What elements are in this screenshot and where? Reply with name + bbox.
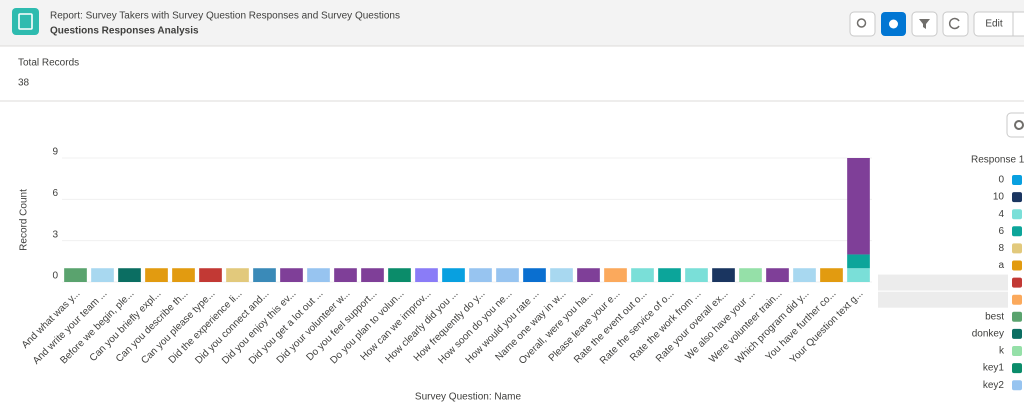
legend-swatch bbox=[1012, 328, 1022, 339]
bar-segment bbox=[307, 268, 330, 282]
filter-icon bbox=[919, 19, 930, 29]
edit-button-label: Edit bbox=[985, 19, 1002, 30]
legend-redacted bbox=[878, 274, 1008, 291]
bar-segment bbox=[199, 268, 222, 282]
report-subtitle: Report: Survey Takers with Survey Questi… bbox=[50, 11, 400, 22]
edit-button[interactable] bbox=[973, 11, 1024, 37]
legend-label: a bbox=[998, 260, 1004, 271]
legend-swatch bbox=[1012, 363, 1022, 374]
search-icon bbox=[856, 18, 867, 28]
bar-segment bbox=[415, 268, 438, 282]
legend-swatch bbox=[1012, 277, 1022, 288]
bar-segment bbox=[145, 268, 168, 282]
gear-icon bbox=[1014, 120, 1024, 130]
legend-label: donkey bbox=[972, 329, 1004, 340]
search-button[interactable] bbox=[849, 11, 876, 37]
bar-segment bbox=[469, 268, 492, 282]
legend-label: key2 bbox=[983, 380, 1005, 391]
y-tick-label: 0 bbox=[52, 271, 58, 282]
bar-segment bbox=[550, 268, 573, 282]
bar-segment bbox=[847, 268, 870, 282]
bar-segment bbox=[685, 268, 708, 282]
legend-label: 10 bbox=[993, 192, 1005, 203]
legend-swatch bbox=[1012, 175, 1022, 185]
legend-title: Response 1 bbox=[971, 155, 1024, 166]
bar-segment bbox=[280, 268, 303, 282]
bar-segment bbox=[361, 268, 384, 282]
legend-swatch bbox=[1012, 346, 1022, 356]
bar-segment bbox=[577, 268, 600, 282]
report-icon bbox=[12, 8, 39, 35]
bar-segment bbox=[739, 268, 762, 282]
legend-label: k bbox=[999, 346, 1005, 357]
y-axis-title: Record Count bbox=[19, 189, 30, 251]
bar-segment bbox=[91, 268, 114, 282]
bar-segment bbox=[604, 268, 627, 282]
refresh-button[interactable] bbox=[942, 11, 969, 37]
legend-swatch bbox=[1012, 311, 1022, 322]
legend-label: 8 bbox=[998, 243, 1004, 254]
bar-segment bbox=[118, 268, 141, 282]
legend-label: key1 bbox=[983, 363, 1005, 374]
bar-segment bbox=[847, 158, 870, 255]
chart-icon bbox=[889, 19, 898, 29]
legend-label: 4 bbox=[998, 209, 1004, 220]
legend-label: 0 bbox=[998, 175, 1004, 186]
legend-swatch bbox=[1012, 380, 1022, 391]
bar-segment bbox=[712, 268, 735, 282]
bar-segment bbox=[172, 268, 195, 282]
report-icon-glyph bbox=[18, 13, 33, 30]
refresh-icon bbox=[948, 17, 960, 30]
bar-segment bbox=[64, 268, 87, 282]
bar-segment bbox=[496, 268, 519, 282]
bar-segment bbox=[793, 268, 816, 282]
bar-segment bbox=[226, 268, 249, 282]
bar-segment bbox=[847, 254, 870, 269]
legend-redacted bbox=[878, 291, 1008, 308]
legend-label: best bbox=[985, 311, 1004, 322]
total-records-label: Total Records bbox=[18, 58, 79, 69]
report-title: Questions Responses Analysis bbox=[50, 26, 199, 37]
bar-segment bbox=[253, 268, 276, 282]
x-axis-title: Survey Question: Name bbox=[415, 392, 522, 403]
legend-swatch bbox=[1012, 192, 1022, 203]
bar-segment bbox=[631, 268, 654, 282]
legend-swatch bbox=[1012, 294, 1022, 305]
bar-segment bbox=[442, 268, 465, 282]
bar-segment bbox=[388, 268, 411, 282]
bar-segment bbox=[658, 268, 681, 282]
bar-segment bbox=[766, 268, 789, 282]
bar-segment bbox=[523, 268, 546, 282]
total-records-value: 38 bbox=[18, 78, 30, 89]
y-tick-label: 6 bbox=[52, 188, 58, 199]
y-tick-label: 3 bbox=[52, 229, 58, 240]
legend-swatch bbox=[1012, 243, 1022, 254]
legend-swatch bbox=[1012, 226, 1022, 237]
bar-segment bbox=[334, 268, 357, 282]
legend-swatch bbox=[1012, 260, 1022, 271]
legend-label: 6 bbox=[998, 226, 1004, 237]
legend-swatch bbox=[1012, 209, 1022, 220]
y-tick-label: 9 bbox=[52, 147, 58, 158]
bar-segment bbox=[820, 268, 843, 282]
